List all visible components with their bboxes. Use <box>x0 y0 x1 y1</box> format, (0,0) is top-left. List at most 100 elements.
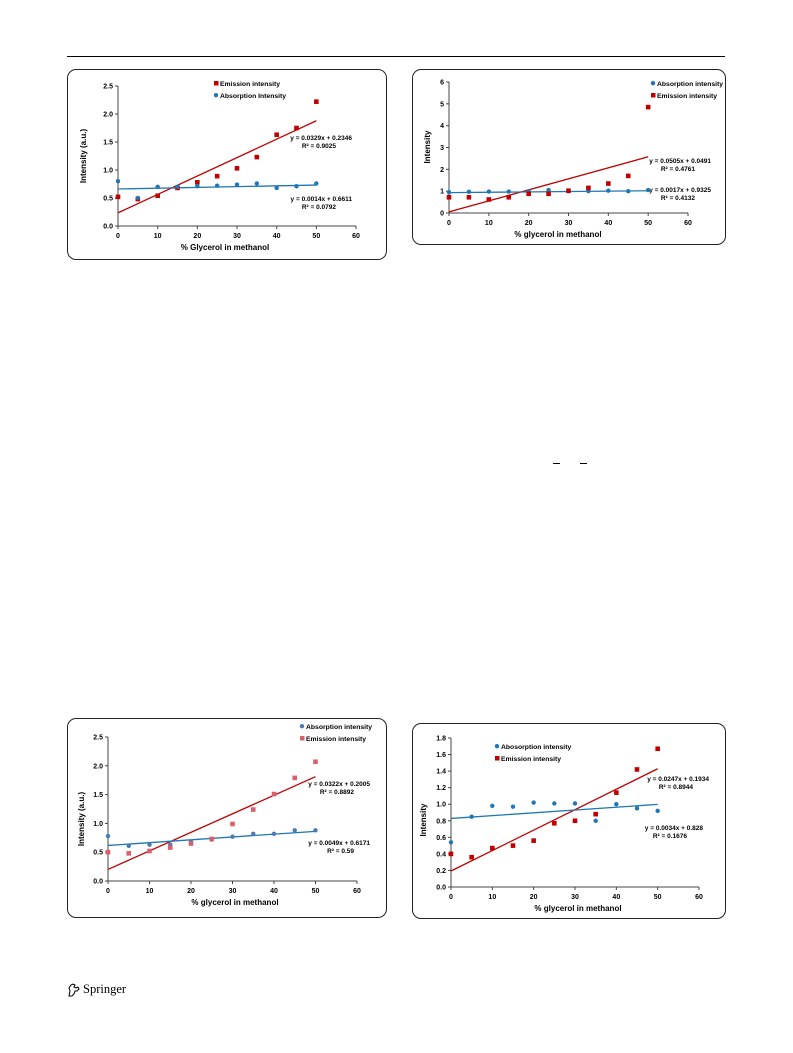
y-tick-label: 1.4 <box>436 769 446 776</box>
data-point-circle <box>645 187 651 193</box>
trendline-r2: R² = 0.4132 <box>661 195 696 202</box>
x-tick-label: 0 <box>116 233 120 240</box>
data-point-square <box>526 191 531 197</box>
legend-label: Absorption intensity <box>306 724 372 731</box>
x-axis-label: % glycerol in methanol <box>534 904 621 913</box>
chart-4: 0 10 20 30 40 50 60 0.0 0.2 0.4 0.6 0.8 1.0 1.2 1.4 1.6… <box>419 736 709 914</box>
y-tick-label: 1.8 <box>436 736 446 743</box>
data-point-square <box>188 841 194 846</box>
springer-horse-icon <box>68 982 80 996</box>
data-point-circle <box>593 818 598 823</box>
data-point-circle <box>614 802 619 807</box>
y-axis-label: Intensity <box>419 803 428 836</box>
data-point-square <box>314 99 319 104</box>
data-point-square <box>625 173 631 179</box>
data-point-square <box>586 185 591 191</box>
data-point-circle <box>175 184 180 189</box>
data-point-circle <box>135 195 141 201</box>
trendline-equation: y = 0.0017x + 0.9325 <box>649 187 711 194</box>
data-point-square <box>313 759 318 765</box>
trendline-r2: R² = 0.4761 <box>661 166 696 173</box>
x-tick-label: 60 <box>353 888 361 895</box>
chart-1: 0 10 20 30 40 50 60 0.0 0.5 1.0 1.5 2.0 2.5 % Glycero… <box>79 81 360 252</box>
chart-panel-2: 0 10 20 30 40 50 60 0 1 2 3 4 5 6 % glycerol in methan… <box>412 69 726 245</box>
y-tick-label: 1.0 <box>103 168 113 175</box>
data-point-square <box>490 845 495 851</box>
y-tick-label: 2.0 <box>93 763 103 770</box>
data-point-square <box>254 154 260 160</box>
y-tick-label: 2.0 <box>103 112 113 119</box>
x-axis-label: % glycerol in methanol <box>191 898 278 907</box>
data-point-square <box>115 194 121 200</box>
y-tick-label: 0 <box>440 211 444 218</box>
data-point-circle <box>274 185 279 191</box>
trendline-equation: y = 0.0329x + 0.2346 <box>290 135 352 142</box>
x-tick-label: 40 <box>270 888 278 895</box>
y-tick-label: 6 <box>440 80 444 87</box>
x-tick-label: 10 <box>488 894 496 901</box>
x-tick-label: 50 <box>654 894 662 901</box>
header-rule <box>67 56 725 57</box>
data-point-square <box>655 746 660 752</box>
y-tick-label: 0.0 <box>93 879 103 886</box>
legend-marker-square <box>300 736 305 741</box>
trendline-r2: R² = 0.0792 <box>302 204 337 211</box>
y-tick-label: 0.0 <box>436 885 446 892</box>
trendline-equation: y = 0.0505x + 0.0491 <box>649 158 711 165</box>
data-point-square <box>446 194 452 200</box>
chart-panel-3: 0 10 20 30 40 50 60 0.0 0.5 1.0 1.5 2.0 2.5 % glycero… <box>67 718 387 918</box>
data-point-circle <box>126 843 131 849</box>
trendline-r2: R² = 0.9025 <box>302 143 337 150</box>
trendline-0 <box>107 776 316 871</box>
data-point-circle <box>294 184 299 189</box>
data-point-square <box>292 775 298 781</box>
x-tick-label: 10 <box>146 888 154 895</box>
x-tick-label: 20 <box>187 888 195 895</box>
data-point-square <box>167 845 173 850</box>
trendline-equation: y = 0.0014x + 0.6611 <box>291 196 353 203</box>
x-axis-label: % Glycerol in methanol <box>181 243 269 252</box>
data-point-circle <box>313 828 318 833</box>
y-tick-label: 1.0 <box>436 802 446 809</box>
trendline-0 <box>450 768 658 872</box>
data-point-circle <box>147 842 152 847</box>
chart-3: 0 10 20 30 40 50 60 0.0 0.5 1.0 1.5 2.0 2.5 % glycero… <box>77 724 372 907</box>
legend-label: Emission intensity <box>306 736 366 743</box>
legend-marker-circle <box>299 724 305 729</box>
x-tick-label: 50 <box>312 233 320 240</box>
y-tick-label: 0.2 <box>436 868 446 875</box>
data-point-square <box>510 843 516 848</box>
data-point-circle <box>506 189 511 194</box>
x-tick-label: 60 <box>684 220 692 227</box>
trendline-equation: y = 0.0049x + 0.6171 <box>308 840 370 847</box>
legend-marker-circle <box>494 744 500 749</box>
data-point-circle <box>572 801 578 806</box>
data-point-circle <box>105 833 111 839</box>
data-point-circle <box>448 840 454 845</box>
legend-label: Absorption Intensity <box>220 93 286 100</box>
data-point-circle <box>195 184 200 189</box>
trendline-r2: R² = 0.1676 <box>653 833 688 840</box>
y-tick-label: 0.5 <box>103 196 113 203</box>
data-point-circle <box>634 806 640 811</box>
legend-label: Emission intensity <box>220 81 280 88</box>
legend-marker-square <box>651 93 656 98</box>
trendline-1 <box>450 803 658 820</box>
data-point-circle <box>234 182 240 187</box>
data-point-square <box>126 851 132 856</box>
text-fragment-dash <box>553 463 560 464</box>
data-point-square <box>448 851 454 857</box>
chart-panel-1: 0 10 20 30 40 50 60 0.0 0.5 1.0 1.5 2.0 2.5 % Glycero… <box>67 69 387 260</box>
y-axis-label: Intensity (a.u.) <box>77 792 86 847</box>
data-point-square <box>230 821 235 827</box>
legend-marker-circle <box>650 81 656 86</box>
y-tick-label: 4 <box>440 123 444 130</box>
trendline-0 <box>448 156 649 213</box>
data-point-circle <box>251 831 256 836</box>
data-point-square <box>155 193 160 199</box>
y-axis-label: Intensity <box>423 130 432 163</box>
y-tick-label: 0.5 <box>93 850 103 857</box>
x-tick-label: 50 <box>644 220 652 227</box>
data-point-circle <box>552 801 557 806</box>
trendline-equation: y = 0.0034x + 0.828 <box>645 825 704 832</box>
